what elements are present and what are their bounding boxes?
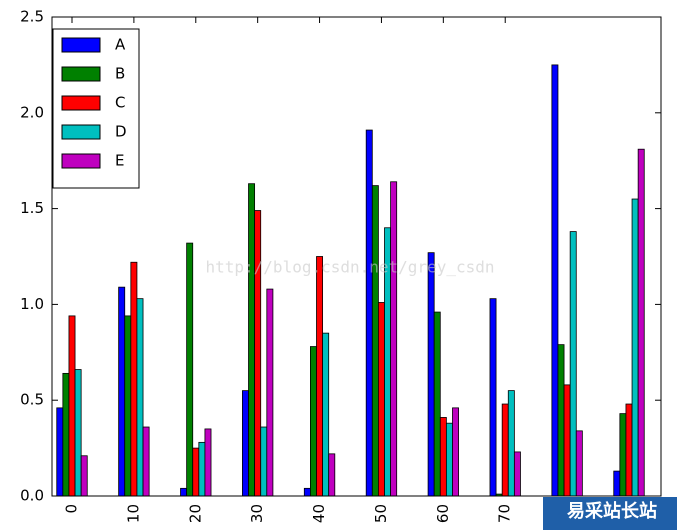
legend-label: D	[115, 123, 127, 141]
bar	[631, 198, 639, 497]
bar	[136, 298, 144, 497]
x-tick-label: 0	[63, 504, 81, 514]
y-tick-label: 2.0	[20, 103, 44, 121]
plot-frame	[51, 16, 662, 497]
legend-label: E	[115, 152, 124, 170]
bar	[254, 210, 262, 497]
bar	[513, 451, 521, 497]
bar	[377, 302, 385, 497]
bar	[316, 256, 324, 497]
x-tick-label: 40	[310, 504, 328, 523]
bar	[56, 407, 64, 497]
bar	[569, 231, 577, 497]
bar	[551, 64, 559, 497]
watermark: 易采站长站	[567, 500, 657, 522]
bar	[198, 441, 206, 497]
bar	[365, 129, 373, 497]
y-tick-label: 1.5	[20, 199, 44, 217]
bar	[192, 447, 200, 497]
bar	[248, 183, 256, 497]
legend-label: B	[115, 65, 125, 83]
bar	[563, 384, 571, 497]
bar	[452, 407, 459, 497]
bar	[68, 315, 76, 497]
x-tick-label: 10	[124, 504, 142, 523]
legend-swatch	[61, 153, 101, 169]
bar	[371, 185, 379, 497]
bar	[328, 453, 336, 497]
x-tick-label: 20	[186, 504, 204, 523]
bar	[637, 148, 645, 497]
bar	[322, 332, 330, 497]
x-tick-label: 30	[248, 504, 266, 523]
bar	[260, 426, 268, 497]
x-tick-label: 60	[434, 504, 452, 523]
bar	[507, 390, 515, 497]
y-tick-label: 1.0	[20, 295, 44, 313]
bar	[619, 413, 627, 497]
bar	[613, 470, 621, 497]
y-tick-label: 0.5	[20, 391, 44, 409]
legend-swatch	[61, 124, 101, 140]
bar	[124, 315, 132, 497]
bar	[575, 430, 583, 497]
bar	[427, 252, 435, 497]
bar	[439, 417, 447, 497]
legend-swatch	[61, 95, 101, 111]
legend-label: A	[115, 36, 126, 54]
y-tick-label: 0.0	[20, 487, 44, 505]
bar	[625, 403, 633, 497]
x-tick-label: 50	[372, 504, 390, 523]
y-tick-label: 2.5	[20, 8, 44, 26]
bar	[118, 286, 126, 497]
bar	[433, 311, 441, 497]
bar	[310, 346, 317, 497]
bar	[80, 455, 88, 497]
bar	[186, 242, 194, 497]
bar	[242, 390, 249, 497]
legend-swatch	[61, 66, 101, 82]
bar	[390, 181, 398, 497]
bar	[62, 372, 70, 497]
bar	[142, 426, 150, 497]
bar	[445, 422, 453, 497]
bar	[501, 403, 509, 497]
bar	[266, 288, 274, 497]
bar	[489, 298, 497, 497]
bar	[130, 261, 138, 497]
bar	[303, 487, 311, 497]
legend-swatch	[61, 37, 101, 53]
bar	[204, 428, 212, 497]
bar	[74, 369, 82, 497]
legend-label: C	[115, 94, 125, 112]
watermark-box	[543, 497, 677, 530]
x-tick-label: 70	[496, 504, 514, 523]
bar	[180, 487, 188, 497]
watermark: http://blog.csdn.net/grey_csdn	[206, 258, 495, 277]
bar	[557, 344, 565, 497]
